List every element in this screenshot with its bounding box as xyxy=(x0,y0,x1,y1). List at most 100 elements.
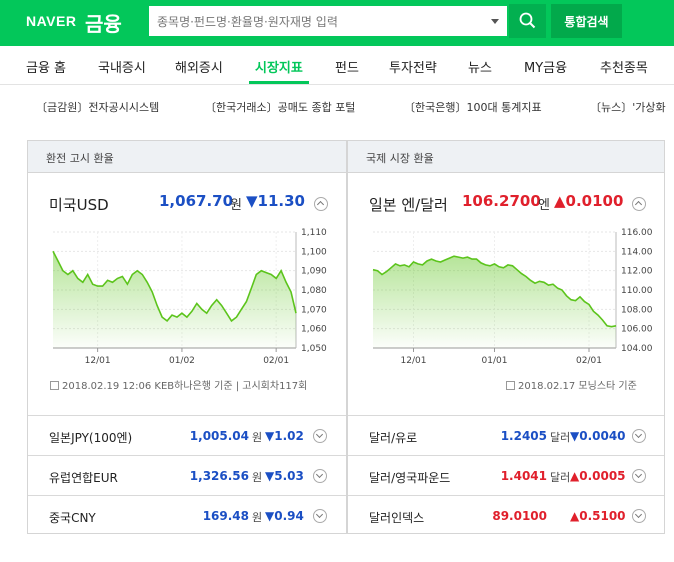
currency-row[interactable]: 달러인덱스 89.0100 ▲0.5100 xyxy=(348,495,674,535)
integrated-search-button[interactable]: 통합검색 xyxy=(551,4,622,38)
quick-link-news[interactable]: 〔뉴스〕'가상화 xyxy=(590,101,666,114)
panel-title[interactable]: 국제 시장 환율 xyxy=(366,152,434,165)
chevron-down-icon[interactable] xyxy=(313,469,327,483)
y-tick-label: 1,080 xyxy=(301,286,327,296)
currency-row-change: ▼1.02 xyxy=(265,429,304,443)
search-box xyxy=(147,4,509,38)
quick-link-dart[interactable]: 〔금감원〕전자공시시스템 xyxy=(36,101,160,114)
nav-item-finance-home[interactable]: 금융 홈 xyxy=(26,61,67,76)
currency-row[interactable]: 중국CNY 169.48 원 ▼0.94 xyxy=(28,495,346,535)
main-currency-unit: 원 xyxy=(230,198,242,213)
main-currency-value: 106.2700 xyxy=(462,192,541,210)
chevron-down-icon[interactable] xyxy=(632,469,646,483)
chart-source-line: 2018.02.19 12:06 KEB하나은행 기준 | 고시회차117회 xyxy=(50,377,307,392)
currency-row[interactable]: 유럽연합EUR 1,326.56 원 ▼5.03 xyxy=(28,455,346,495)
currency-row-name[interactable]: 중국CNY xyxy=(49,511,96,525)
series-line xyxy=(52,250,297,323)
currency-row-value: 1,005.04 xyxy=(189,429,249,443)
nav-item-investment-strategy[interactable]: 투자전략 xyxy=(389,61,437,76)
chevron-down-icon[interactable] xyxy=(313,429,327,443)
panel-header: 환전 고시 환율 xyxy=(28,141,346,173)
nav-item-funds[interactable]: 펀드 xyxy=(335,61,359,76)
currency-row-unit: 원 xyxy=(252,431,263,444)
currency-row-change: ▼5.03 xyxy=(265,469,304,483)
international-market-panel: 국제 시장 환율 일본 엔/달러 106.2700 엔 ▲0.0100 116.… xyxy=(347,140,674,534)
finance-logo[interactable]: 금융 xyxy=(85,12,122,36)
currency-row-name[interactable]: 달러/유로 xyxy=(369,431,418,445)
currency-row[interactable]: 일본JPY(100엔) 1,005.04 원 ▼1.02 xyxy=(28,415,346,455)
main-currency-name[interactable]: 일본 엔/달러 xyxy=(369,196,448,214)
calendar-icon xyxy=(50,381,59,390)
nav-active-indicator xyxy=(249,81,309,84)
y-tick-label: 1,100 xyxy=(301,247,327,257)
currency-row-unit: 원 xyxy=(252,471,263,484)
main-nav: 금융 홈 국내증시 해외증시 시장지표 펀드 투자전략 뉴스 MY금융 추천종목 xyxy=(0,46,674,85)
chart-source-text: 2018.02.17 모닝스타 기준 xyxy=(518,381,637,392)
main-currency-name[interactable]: 미국USD xyxy=(49,196,109,214)
main-currency-change: ▼11.30 xyxy=(246,192,305,210)
nav-item-market-indicators[interactable]: 시장지표 xyxy=(255,61,303,76)
next-panel-edge xyxy=(664,140,674,534)
panel-title[interactable]: 환전 고시 환율 xyxy=(46,152,114,165)
panel-header: 국제 시장 환율 xyxy=(348,141,674,173)
currency-row-change: ▲0.5100 xyxy=(570,509,626,523)
search-button[interactable] xyxy=(509,4,546,38)
chevron-down-icon[interactable] xyxy=(632,429,646,443)
currency-row-name[interactable]: 유럽연합EUR xyxy=(49,471,118,485)
y-tick-label: 112.00 xyxy=(621,267,653,277)
nav-item-overseas-stocks[interactable]: 해외증시 xyxy=(175,61,223,76)
y-tick-label: 110.00 xyxy=(621,286,653,296)
nav-item-my-finance[interactable]: MY금융 xyxy=(524,61,568,76)
dropdown-arrow-icon[interactable] xyxy=(491,19,499,24)
y-tick-label: 1,110 xyxy=(301,228,327,238)
chart-source-text: 2018.02.19 12:06 KEB하나은행 기준 | 고시회차117회 xyxy=(62,381,308,392)
nav-item-recommended-stocks[interactable]: 추천종목 xyxy=(600,61,648,76)
currency-row-unit: 원 xyxy=(252,511,263,524)
series-area xyxy=(53,251,296,348)
exchange-notice-panel: 환전 고시 환율 미국USD 1,067.70 원 ▼11.30 1,110 1,… xyxy=(27,140,347,534)
currency-row[interactable]: 달러/영국파운드 1.4041 달러 ▲0.0005 xyxy=(348,455,674,495)
y-tick-label: 116.00 xyxy=(621,228,653,238)
chevron-up-icon[interactable] xyxy=(632,197,646,211)
currency-row-change: ▼0.0040 xyxy=(570,429,626,443)
main-currency-value: 1,067.70 xyxy=(159,192,234,210)
currency-row-unit: 달러 xyxy=(550,471,571,484)
main-currency-unit: 엔 xyxy=(538,198,550,213)
x-tick-label: 02/01 xyxy=(263,356,289,366)
x-tick-label: 12/01 xyxy=(401,356,427,366)
series-area xyxy=(373,256,616,348)
chevron-up-icon[interactable] xyxy=(314,197,328,211)
nav-item-news[interactable]: 뉴스 xyxy=(468,61,492,76)
usd-krw-chart: 1,110 1,100 1,090 1,080 1,070 1,060 1,050 12/01… xyxy=(52,228,327,366)
naver-logo[interactable]: NAVER xyxy=(26,13,77,29)
y-tick-label: 1,060 xyxy=(301,325,327,335)
top-bar: NAVER 금융 통합검색 xyxy=(0,0,674,46)
x-tick-label: 12/01 xyxy=(85,356,111,366)
search-input[interactable] xyxy=(157,12,477,32)
quick-link-bok-stats[interactable]: 〔한국은행〕100대 통계지표 xyxy=(404,101,542,114)
chevron-down-icon[interactable] xyxy=(313,509,327,523)
y-tick-label: 1,050 xyxy=(301,344,327,354)
quick-links: 〔금감원〕전자공시시스템 〔한국거래소〕공매도 종합 포털 〔한국은행〕100대… xyxy=(0,85,674,127)
currency-row[interactable]: 달러/유로 1.2405 달러 ▼0.0040 xyxy=(348,415,674,455)
currency-row-value: 169.48 xyxy=(202,509,249,523)
quick-link-short-selling[interactable]: 〔한국거래소〕공매도 종합 포털 xyxy=(205,101,356,114)
currency-row-change: ▼0.94 xyxy=(265,509,304,523)
main-currency-change: ▲0.0100 xyxy=(554,192,624,210)
currency-row-change: ▲0.0005 xyxy=(570,469,626,483)
x-tick-label: 01/01 xyxy=(482,356,508,366)
currency-row-value: 1.2405 xyxy=(500,429,547,443)
currency-row-value: 1,326.56 xyxy=(189,469,249,483)
currency-row-name[interactable]: 일본JPY(100엔) xyxy=(49,431,133,445)
jpy-usd-chart: 116.00 114.00 112.00 110.00 108.00 106.00 104.… xyxy=(372,228,653,366)
calendar-icon xyxy=(506,381,515,390)
chevron-down-icon[interactable] xyxy=(632,509,646,523)
x-tick-label: 01/02 xyxy=(169,356,195,366)
currency-row-name[interactable]: 달러/영국파운드 xyxy=(369,471,451,485)
currency-row-value: 89.0100 xyxy=(492,509,547,523)
currency-row-unit: 달러 xyxy=(550,431,571,444)
y-tick-label: 108.00 xyxy=(621,305,653,315)
currency-row-name[interactable]: 달러인덱스 xyxy=(369,511,425,525)
search-icon xyxy=(519,12,536,29)
nav-item-domestic-stocks[interactable]: 국내증시 xyxy=(98,61,146,76)
